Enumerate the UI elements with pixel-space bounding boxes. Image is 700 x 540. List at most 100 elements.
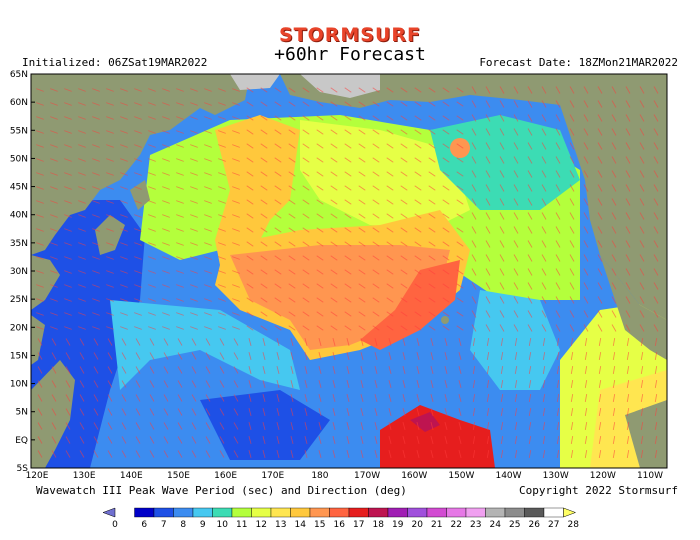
direction-arrow: [149, 422, 155, 430]
direction-arrow: [400, 143, 408, 149]
direction-arrow: [472, 351, 476, 361]
direction-arrow: [458, 366, 462, 374]
direction-arrow: [472, 435, 476, 445]
lat-label: 65N: [10, 70, 28, 80]
direction-arrow: [639, 310, 645, 318]
direction-arrow: [92, 116, 100, 120]
direction-arrow: [346, 338, 350, 346]
direction-arrow: [233, 408, 239, 416]
direction-arrow: [106, 186, 114, 190]
direction-arrow: [416, 436, 420, 444]
direction-arrow: [541, 142, 547, 150]
direction-arrow: [191, 450, 197, 458]
direction-arrow: [513, 114, 519, 122]
direction-arrow: [93, 436, 99, 444]
direction-arrow: [121, 366, 127, 374]
direction-arrow: [262, 366, 266, 374]
direction-arrow: [653, 254, 659, 262]
direction-arrow: [50, 130, 58, 134]
direction-arrow: [316, 269, 324, 275]
direction-arrow: [472, 407, 476, 417]
direction-arrow: [358, 255, 366, 261]
direction-arrow: [584, 393, 588, 403]
direction-arrow: [218, 200, 226, 204]
direction-arrow: [177, 422, 183, 430]
direction-arrow: [120, 144, 128, 148]
direction-arrow: [288, 185, 296, 191]
direction-arrow: [93, 380, 99, 388]
direction-arrow: [570, 421, 574, 431]
direction-arrow: [400, 171, 408, 177]
direction-arrow: [541, 212, 547, 220]
direction-arrow: [569, 86, 575, 94]
direction-arrow: [162, 214, 170, 218]
direction-arrow: [121, 436, 127, 444]
direction-arrow: [204, 116, 212, 120]
direction-arrow: [360, 394, 364, 402]
direction-arrow: [190, 116, 198, 120]
direction-arrow: [598, 421, 602, 431]
direction-arrow: [428, 227, 436, 233]
direction-arrow: [583, 128, 589, 136]
direction-arrow: [262, 450, 266, 458]
direction-arrow: [36, 214, 44, 218]
direction-arrow: [346, 422, 350, 430]
direction-arrow: [246, 115, 254, 121]
direction-arrow: [190, 88, 198, 92]
direction-arrow: [456, 101, 464, 107]
direction-arrow: [50, 172, 58, 176]
direction-arrow: [458, 422, 462, 430]
direction-arrow: [584, 365, 588, 375]
direction-arrow: [527, 198, 533, 206]
south-red-zone: [380, 405, 495, 468]
direction-arrow: [304, 422, 308, 430]
direction-arrow: [458, 380, 462, 388]
direction-arrow: [290, 436, 294, 444]
forecast-date-label: Forecast Date: 18ZMon21MAR2022: [479, 56, 678, 69]
direction-arrow: [332, 436, 336, 444]
direction-arrow: [569, 198, 575, 206]
direction-arrow: [190, 298, 198, 302]
direction-arrow: [414, 325, 422, 331]
direction-arrow: [541, 114, 547, 122]
direction-arrow: [92, 312, 100, 316]
direction-arrow: [120, 158, 128, 162]
direction-arrow: [330, 269, 338, 275]
direction-arrow: [232, 88, 240, 92]
okhotsk-ice: [230, 74, 280, 90]
direction-arrow: [639, 282, 645, 290]
direction-arrow: [428, 87, 436, 93]
direction-arrow: [92, 144, 100, 148]
direction-arrow: [260, 129, 268, 135]
direction-arrow: [360, 436, 364, 444]
direction-arrow: [386, 269, 394, 275]
direction-arrow: [456, 87, 464, 93]
direction-arrow: [204, 144, 212, 148]
direction-arrow: [304, 338, 308, 346]
direction-arrow: [276, 450, 280, 458]
direction-arrow: [302, 311, 310, 317]
direction-arrow: [79, 394, 85, 402]
direction-arrow: [274, 101, 282, 107]
direction-arrow: [106, 256, 114, 260]
china-coast-landmass: [31, 255, 60, 310]
direction-arrow: [162, 102, 170, 106]
direction-arrow: [499, 128, 505, 136]
direction-arrow: [316, 255, 324, 261]
direction-arrow: [232, 326, 240, 330]
direction-arrow: [107, 422, 113, 430]
direction-arrow: [190, 270, 198, 274]
direction-arrow: [134, 200, 142, 204]
direction-arrow: [36, 298, 44, 302]
direction-arrow: [344, 297, 352, 303]
direction-arrow: [218, 130, 226, 134]
direction-arrow: [318, 380, 322, 388]
direction-arrow: [204, 270, 212, 274]
direction-arrow: [288, 115, 296, 121]
direction-arrow: [372, 115, 380, 121]
direction-arrow: [514, 351, 518, 361]
direction-arrow: [316, 87, 324, 93]
legend-swatch: [231, 507, 252, 518]
direction-arrow: [653, 212, 659, 220]
legend-label: 12: [256, 520, 267, 530]
